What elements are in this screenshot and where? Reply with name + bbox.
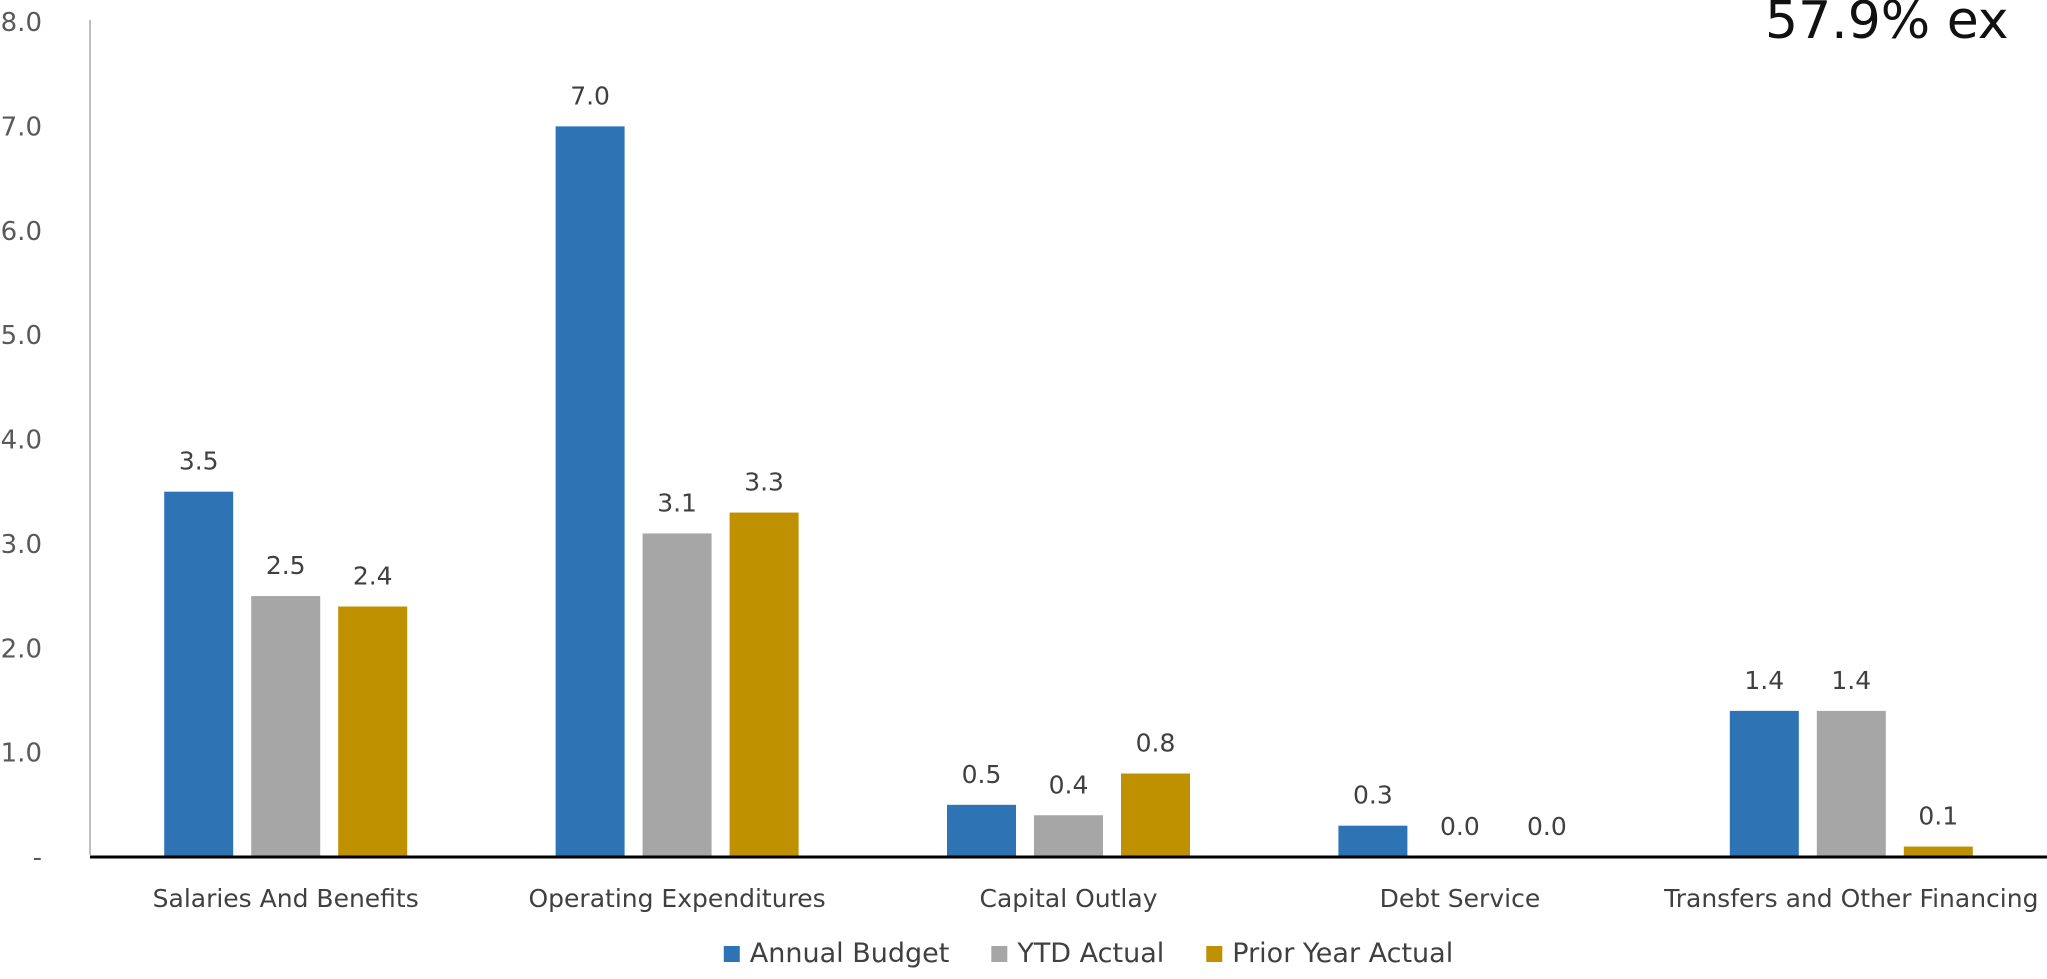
legend-label: YTD Actual — [1016, 938, 1164, 969]
category-labels: Salaries And Benefits Operating Expenditu… — [153, 884, 2039, 913]
legend-swatch — [991, 946, 1008, 962]
data-label: 0.5 — [962, 760, 1002, 789]
category-label: Debt Service — [1380, 884, 1541, 913]
bar-ytd-actual — [251, 596, 321, 857]
data-label: 0.8 — [1136, 729, 1176, 758]
bar-prior-year-actual — [1121, 773, 1190, 857]
category-label: Transfers and Other Financing — [1663, 884, 2038, 913]
data-label: 0.3 — [1353, 781, 1393, 810]
data-label: 1.4 — [1831, 666, 1871, 695]
legend-item: YTD Actual — [991, 938, 1164, 969]
legend-item: Annual Budget — [723, 938, 950, 969]
y-tick-label: 4.0 — [1, 426, 42, 456]
y-tick-label: 8.0 — [1, 8, 42, 38]
y-tick-label: - — [33, 843, 42, 873]
y-tick-label: 5.0 — [1, 321, 42, 351]
legend-label: Annual Budget — [750, 938, 950, 969]
y-tick-label: 2.0 — [1, 634, 42, 664]
data-label: 7.0 — [570, 81, 610, 110]
chart-annotation: 57.9% ex — [1765, 0, 2009, 51]
category-label: Capital Outlay — [980, 884, 1158, 913]
bar-ytd-actual — [1034, 815, 1103, 857]
bar-annual-budget — [1729, 710, 1799, 857]
category-label: Salaries And Benefits — [153, 884, 419, 913]
data-label: 0.4 — [1049, 770, 1089, 799]
bar-prior-year-actual — [1903, 846, 1973, 857]
data-label: 3.5 — [179, 447, 219, 476]
bar-prior-year-actual — [338, 606, 408, 857]
legend-swatch — [723, 946, 740, 962]
data-label: 0.1 — [1918, 802, 1958, 831]
bar-annual-budget — [947, 804, 1016, 857]
data-label: 3.1 — [657, 488, 697, 517]
data-label: 2.5 — [266, 551, 306, 580]
data-labels: 3.5 2.5 2.4 7.0 3.1 3.3 0.5 0.4 0.8 0.3 0.0 0.0 1.4 1… — [179, 81, 1958, 841]
data-label: 3.3 — [744, 468, 784, 497]
y-tick-label: 1.0 — [1, 739, 42, 769]
data-label: 2.4 — [353, 562, 393, 591]
bar-annual-budget — [1338, 825, 1408, 857]
legend-label: Prior Year Actual — [1232, 938, 1453, 969]
legend: Annual Budget YTD Actual Prior Year Actual — [723, 938, 1453, 969]
bar-annual-budget — [164, 491, 234, 857]
y-tick-label: 3.0 — [1, 530, 42, 560]
y-tick-label: 7.0 — [1, 112, 42, 142]
data-label: 0.0 — [1440, 812, 1480, 841]
bar-annual-budget — [555, 126, 625, 857]
bar-prior-year-actual — [729, 512, 799, 857]
category-label: Operating Expenditures — [528, 884, 825, 913]
legend-item: Prior Year Actual — [1206, 938, 1453, 969]
y-tick-label: 6.0 — [1, 217, 42, 247]
bars — [164, 126, 1973, 857]
legend-swatch — [1206, 946, 1223, 962]
bar-ytd-actual — [1816, 710, 1886, 857]
bar-ytd-actual — [642, 533, 712, 857]
y-tick-labels: - 1.0 2.0 3.0 4.0 5.0 6.0 7.0 8.0 — [1, 8, 42, 873]
data-label: 1.4 — [1744, 666, 1784, 695]
data-label: 0.0 — [1527, 812, 1567, 841]
